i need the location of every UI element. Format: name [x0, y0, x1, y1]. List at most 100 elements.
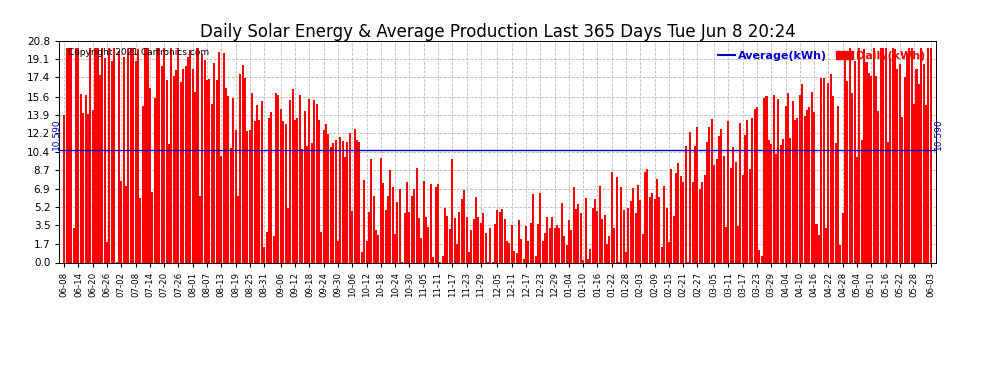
Bar [92, 110, 94, 262]
Bar [284, 124, 286, 262]
Bar [748, 169, 750, 262]
Bar [646, 169, 648, 262]
Bar [425, 217, 427, 262]
Text: 10.590: 10.590 [935, 118, 943, 150]
Bar [606, 244, 608, 262]
Bar [133, 48, 135, 262]
Bar [823, 78, 825, 262]
Legend: Average(kWh), Daily(kWh): Average(kWh), Daily(kWh) [714, 47, 930, 66]
Bar [925, 105, 927, 262]
Bar [660, 247, 662, 262]
Bar [123, 57, 125, 262]
Bar [760, 256, 762, 262]
Bar [580, 213, 582, 262]
Bar [480, 224, 482, 262]
Bar [621, 187, 623, 262]
Bar [411, 195, 413, 262]
Bar [875, 76, 877, 262]
Bar [356, 140, 358, 262]
Bar [263, 247, 265, 262]
Bar [218, 52, 220, 262]
Bar [506, 241, 508, 262]
Bar [828, 83, 830, 262]
Bar [142, 106, 144, 262]
Bar [772, 95, 774, 262]
Bar [175, 70, 177, 262]
Bar [194, 92, 196, 262]
Bar [268, 118, 270, 262]
Bar [65, 48, 67, 262]
Bar [363, 180, 365, 262]
Bar [358, 142, 360, 262]
Bar [811, 92, 813, 262]
Bar [260, 101, 262, 262]
Bar [642, 234, 644, 262]
Bar [272, 236, 274, 262]
Bar [489, 228, 491, 262]
Bar [521, 238, 523, 262]
Bar [289, 100, 291, 262]
Bar [147, 48, 148, 262]
Bar [153, 98, 155, 262]
Bar [151, 192, 153, 262]
Bar [694, 146, 696, 262]
Bar [499, 212, 501, 262]
Bar [451, 159, 453, 262]
Bar [892, 48, 894, 262]
Bar [575, 209, 577, 262]
Bar [587, 260, 589, 262]
Bar [446, 216, 448, 262]
Bar [813, 112, 815, 262]
Bar [192, 69, 194, 262]
Bar [458, 212, 460, 262]
Bar [846, 81, 848, 262]
Bar [830, 74, 832, 262]
Bar [328, 134, 330, 262]
Bar [721, 129, 723, 262]
Bar [663, 186, 665, 262]
Bar [665, 209, 667, 262]
Bar [782, 139, 784, 262]
Bar [777, 99, 779, 262]
Bar [108, 48, 111, 262]
Bar [135, 61, 137, 262]
Bar [558, 228, 560, 262]
Bar [784, 106, 787, 262]
Bar [858, 48, 860, 262]
Bar [477, 216, 479, 262]
Bar [740, 123, 742, 262]
Bar [863, 50, 865, 262]
Bar [744, 135, 746, 262]
Bar [406, 182, 408, 262]
Bar [308, 99, 311, 262]
Bar [180, 82, 182, 262]
Bar [101, 48, 103, 262]
Bar [384, 210, 386, 262]
Bar [372, 196, 374, 262]
Bar [325, 123, 327, 262]
Bar [758, 250, 760, 262]
Bar [404, 213, 406, 262]
Bar [765, 96, 767, 262]
Bar [789, 138, 791, 262]
Bar [725, 227, 727, 262]
Bar [113, 48, 115, 262]
Bar [825, 228, 827, 262]
Bar [228, 96, 230, 262]
Bar [787, 93, 789, 262]
Bar [121, 181, 123, 262]
Bar [853, 61, 855, 262]
Bar [589, 249, 591, 262]
Bar [70, 48, 72, 262]
Bar [421, 238, 423, 262]
Bar [287, 208, 289, 262]
Bar [460, 199, 462, 262]
Bar [537, 224, 539, 262]
Bar [623, 210, 625, 262]
Bar [247, 131, 248, 262]
Bar [696, 127, 699, 262]
Bar [611, 172, 613, 262]
Bar [225, 88, 227, 262]
Bar [448, 230, 450, 262]
Bar [901, 117, 903, 262]
